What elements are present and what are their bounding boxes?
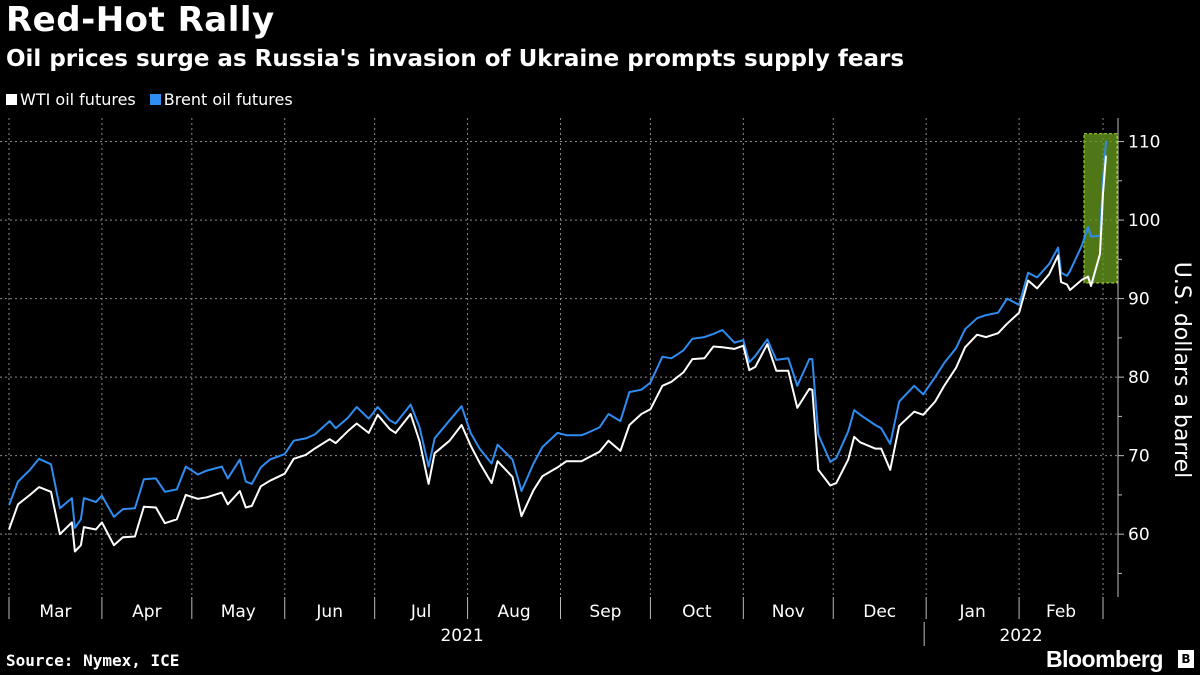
year-label-2021: 2021 xyxy=(440,626,483,646)
legend-swatch-brent xyxy=(149,94,161,105)
legend-item-brent: Brent oil futures xyxy=(149,90,293,109)
brent-series-line xyxy=(8,140,1107,529)
xtick-label-nov: Nov xyxy=(772,602,805,622)
year-label-2022: 2022 xyxy=(999,626,1042,646)
xtick-label-aug: Aug xyxy=(497,602,530,622)
xtick-label-mar: Mar xyxy=(39,602,71,622)
y-axis-label: U.S. dollars a barrel xyxy=(1169,262,1194,478)
chart-title: Red-Hot Rally xyxy=(6,0,275,40)
xtick-label-apr: Apr xyxy=(132,602,161,622)
xtick-label-jan: Jan xyxy=(959,602,986,622)
legend-swatch-wti xyxy=(6,94,17,105)
source-note: Source: Nymex, ICE xyxy=(6,651,180,670)
ytick-label-110: 110 xyxy=(1128,133,1160,153)
legend: WTI oil futures Brent oil futures xyxy=(6,90,293,109)
ytick-label-100: 100 xyxy=(1128,211,1160,231)
highlight-layer xyxy=(1083,133,1118,284)
legend-label-wti: WTI oil futures xyxy=(20,90,136,109)
ytick-label-90: 90 xyxy=(1128,290,1150,310)
legend-label-brent: Brent oil futures xyxy=(163,90,293,109)
xtick-label-feb: Feb xyxy=(1046,602,1076,622)
highlight-box xyxy=(1083,133,1118,284)
xtick-label-oct: Oct xyxy=(682,602,712,622)
ytick-label-60: 60 xyxy=(1128,525,1150,545)
series-layer xyxy=(8,140,1107,553)
wti-series-line xyxy=(8,155,1107,553)
bloomberg-logo: Bloomberg xyxy=(1046,646,1163,672)
xtick-label-jun: Jun xyxy=(315,602,343,622)
legend-item-wti: WTI oil futures xyxy=(6,90,136,109)
ytick-label-80: 80 xyxy=(1128,368,1150,388)
xtick-label-dec: Dec xyxy=(863,602,896,622)
ytick-label-70: 70 xyxy=(1128,447,1150,467)
chart-subtitle: Oil prices surge as Russia's invasion of… xyxy=(6,46,905,72)
axis-layer: 60 70 80 90 100 110 Mar Apr May Jun Jul Aug Sep Oct No… xyxy=(8,118,1160,646)
xtick-label-jul: Jul xyxy=(410,602,432,622)
bloomberg-b-icon: B xyxy=(1178,650,1194,668)
xtick-label-sep: Sep xyxy=(589,602,621,622)
chart-grid xyxy=(0,118,1118,597)
xtick-label-may: May xyxy=(221,602,256,622)
